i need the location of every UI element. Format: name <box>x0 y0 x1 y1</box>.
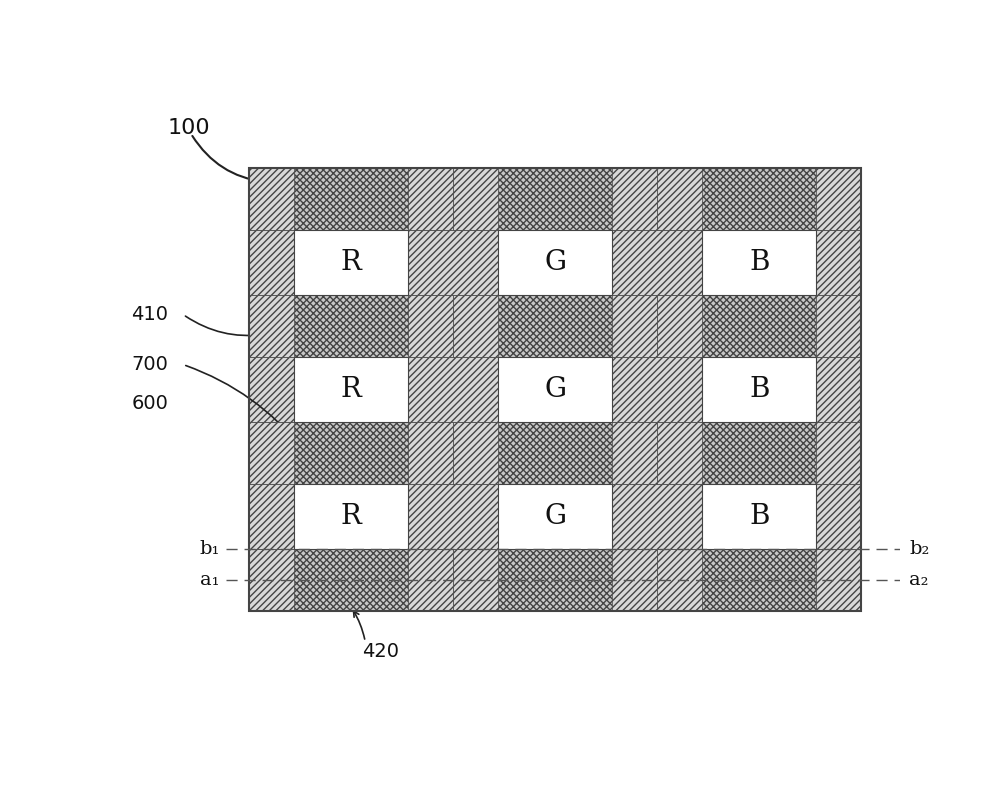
Bar <box>453 422 498 484</box>
Text: B: B <box>749 503 769 530</box>
Bar <box>702 357 816 422</box>
Text: 420: 420 <box>362 642 399 661</box>
Bar <box>249 296 294 357</box>
Bar <box>453 549 498 611</box>
Bar <box>294 230 408 296</box>
Bar <box>294 168 408 611</box>
Bar <box>702 168 816 611</box>
Bar <box>657 422 702 484</box>
Bar <box>249 422 861 484</box>
Bar <box>657 296 702 357</box>
Bar <box>702 230 816 296</box>
Bar <box>816 549 861 611</box>
Bar <box>498 357 612 422</box>
Bar <box>249 549 861 611</box>
Bar <box>408 422 453 484</box>
Bar <box>249 549 294 611</box>
Bar <box>657 168 702 230</box>
Bar <box>249 422 294 484</box>
Bar <box>816 168 861 230</box>
Text: 100: 100 <box>168 118 210 138</box>
Bar <box>816 296 861 357</box>
Bar <box>249 168 294 230</box>
Bar <box>294 484 408 549</box>
Bar <box>498 230 612 296</box>
Bar <box>408 296 453 357</box>
Text: 600: 600 <box>131 394 168 413</box>
Text: B: B <box>749 376 769 403</box>
Bar <box>408 168 453 230</box>
Bar <box>408 549 453 611</box>
Bar <box>453 296 498 357</box>
Text: a₁: a₁ <box>200 571 220 589</box>
Text: G: G <box>544 503 566 530</box>
Text: a₂: a₂ <box>909 571 929 589</box>
Bar <box>249 168 861 611</box>
Text: B: B <box>749 249 769 276</box>
Bar <box>453 168 498 230</box>
Bar <box>816 422 861 484</box>
Bar <box>249 296 861 357</box>
Bar <box>657 549 702 611</box>
Bar <box>612 296 657 357</box>
Text: G: G <box>544 376 566 403</box>
Text: R: R <box>341 249 361 276</box>
Bar <box>612 168 657 230</box>
Bar <box>612 422 657 484</box>
Bar <box>498 484 612 549</box>
Text: R: R <box>341 376 361 403</box>
Bar <box>249 168 861 611</box>
Bar <box>249 168 861 230</box>
Bar <box>702 484 816 549</box>
Text: G: G <box>544 249 566 276</box>
Bar <box>612 549 657 611</box>
Text: 700: 700 <box>131 355 168 374</box>
Bar <box>498 168 612 611</box>
Bar <box>294 357 408 422</box>
Text: b₂: b₂ <box>909 540 930 558</box>
Text: 410: 410 <box>131 305 168 324</box>
Text: R: R <box>341 503 361 530</box>
Text: b₁: b₁ <box>199 540 220 558</box>
